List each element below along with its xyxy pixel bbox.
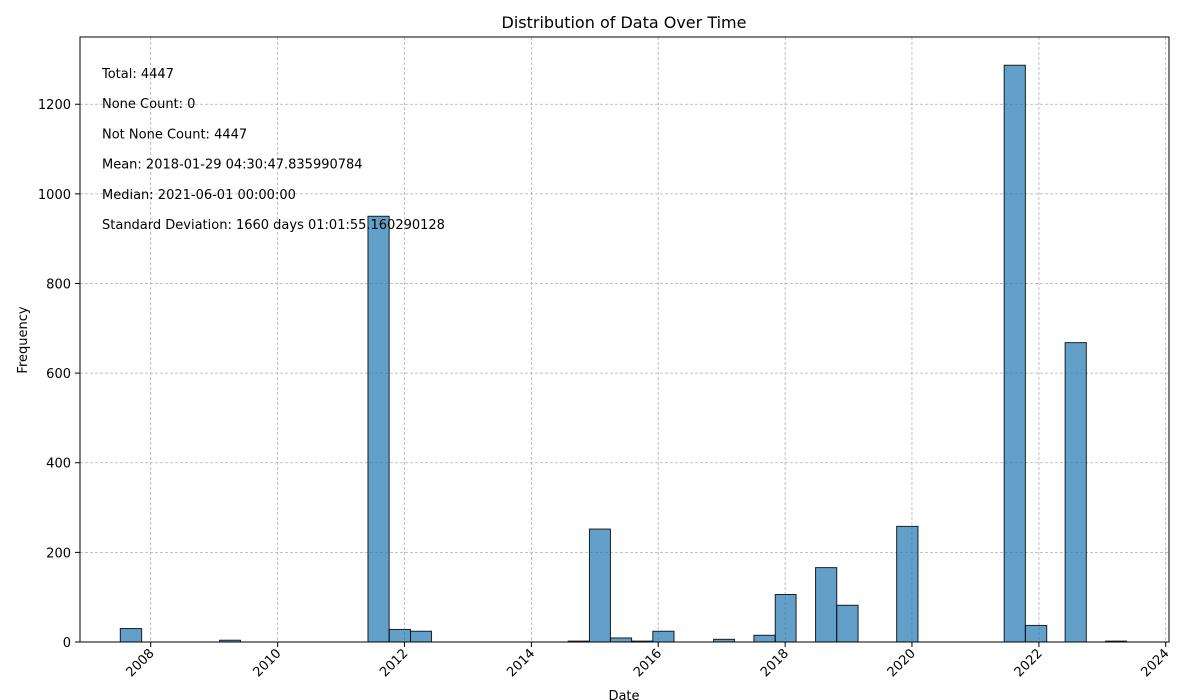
histogram-bar: [753, 634, 776, 643]
y-tick-label: 600: [46, 367, 71, 382]
stat-annotation: Not None Count: 4447: [102, 127, 247, 142]
histogram-bar: [119, 628, 143, 643]
stat-annotation: None Count: 0: [102, 97, 195, 112]
y-tick-label: 800: [46, 277, 71, 292]
histogram-bar: [1024, 624, 1048, 643]
x-tick-label: 2014: [504, 646, 538, 680]
stat-annotation: Median: 2021-06-01 00:00:00: [102, 188, 296, 203]
y-tick-label: 400: [46, 457, 71, 472]
histogram-bar: [896, 525, 919, 643]
x-tick-label: 2010: [250, 646, 284, 680]
y-tick-label: 0: [63, 636, 71, 651]
histogram-bar: [1003, 64, 1026, 643]
histogram-bar: [836, 604, 859, 643]
y-axis-label: Frequency: [16, 306, 31, 373]
bars-layer: [119, 64, 1127, 643]
histogram-bar: [1064, 342, 1087, 643]
x-axis-ticks: 2008 2010 2012 2014 2016 2018 2020 2022 2024: [124, 642, 1173, 680]
stat-annotation: Total: 4447: [101, 67, 174, 82]
histogram-bar: [388, 628, 412, 643]
x-axis-label: Date: [608, 689, 639, 700]
y-axis-ticks: 0 200 400 600 800 1000 1200: [38, 98, 80, 651]
x-tick-label: 2022: [1012, 646, 1046, 680]
histogram-bar: [410, 630, 433, 643]
histogram-bar: [652, 630, 675, 643]
chart-title: Distribution of Data Over Time: [502, 13, 747, 32]
y-tick-label: 200: [46, 546, 71, 561]
x-tick-label: 2012: [377, 646, 411, 680]
histogram-bar: [815, 567, 838, 643]
stats-annotations: Total: 4447 None Count: 0 Not None Count: …: [101, 67, 445, 233]
x-tick-label: 2018: [758, 646, 792, 680]
histogram-bar: [609, 637, 633, 643]
y-tick-label: 1000: [38, 188, 71, 203]
histogram-bar: [588, 528, 611, 643]
histogram-bar: [367, 215, 390, 643]
x-tick-label: 2016: [631, 646, 665, 680]
stat-annotation: Mean: 2018-01-29 04:30:47.835990784: [102, 158, 363, 173]
x-tick-label: 2024: [1139, 646, 1173, 680]
x-tick-label: 2008: [124, 646, 158, 680]
y-tick-label: 1200: [38, 98, 71, 113]
histogram-bar: [774, 593, 797, 643]
x-tick-label: 2020: [885, 646, 919, 680]
plot-frame: [79, 36, 1170, 643]
stat-annotation: Standard Deviation: 1660 days 01:01:55.1…: [102, 218, 445, 233]
